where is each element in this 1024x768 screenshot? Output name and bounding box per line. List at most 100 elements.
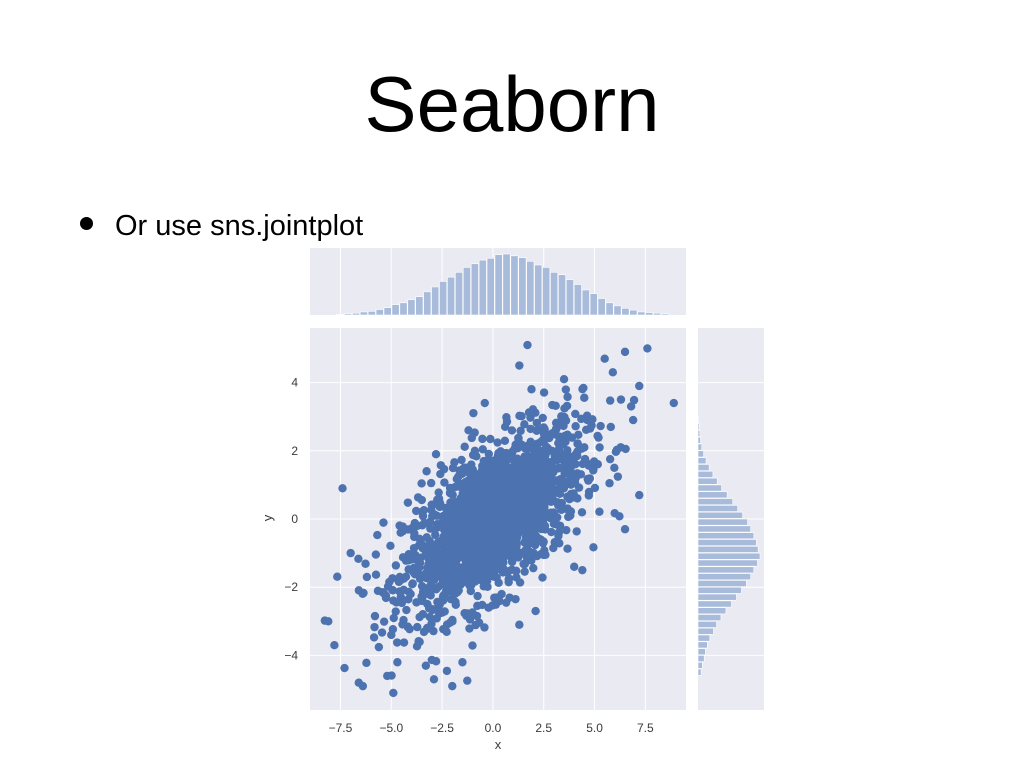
scatter-point [491, 532, 500, 541]
y-histogram-bar [697, 450, 704, 458]
y-tick-label: −4 [284, 648, 298, 662]
y-histogram-bar [697, 443, 703, 451]
scatter-point [408, 579, 417, 589]
x-histogram-bar [351, 312, 360, 316]
scatter-point [391, 607, 400, 616]
scatter-point [478, 445, 487, 454]
scatter-point [507, 557, 517, 567]
x-histogram-bar [581, 289, 590, 316]
scatter-point [499, 476, 508, 486]
scatter-point [487, 476, 497, 486]
scatter-point [628, 415, 638, 425]
scatter-point [373, 586, 383, 596]
x-histogram-bar [510, 255, 519, 316]
scatter-point [502, 413, 511, 422]
scatter-point [600, 354, 609, 363]
scatter-point [538, 413, 547, 423]
scatter-point [472, 611, 482, 621]
y-histogram-bar [697, 641, 708, 649]
scatter-point [369, 633, 379, 642]
scatter-point [488, 601, 497, 610]
scatter-point [505, 454, 514, 463]
scatter-point [577, 414, 586, 424]
scatter-point [486, 434, 495, 444]
scatter-point [492, 466, 502, 476]
scatter-point [470, 511, 479, 520]
scatter-point [421, 661, 431, 670]
scatter-point [405, 624, 414, 634]
scatter-point [584, 491, 594, 500]
scatter-point [596, 421, 605, 431]
scatter-point [608, 368, 618, 377]
scatter-point [669, 398, 679, 408]
scatter-point [522, 553, 532, 563]
x-histogram-bar [431, 286, 440, 316]
scatter-point [370, 622, 379, 632]
scatter-point [519, 509, 528, 518]
scatter-point [525, 531, 535, 541]
scatter-point [509, 527, 518, 536]
scatter-point [399, 638, 409, 647]
scatter-point [529, 463, 538, 472]
scatter-point [495, 544, 505, 553]
scatter-point [501, 598, 511, 607]
scatter-point [516, 498, 525, 508]
scatter-point [577, 508, 587, 517]
scatter-point [470, 565, 479, 574]
scatter-point [494, 551, 504, 560]
scatter-point [415, 558, 425, 568]
scatter-point [547, 527, 556, 537]
scatter-point [457, 455, 466, 465]
scatter-point [433, 538, 443, 547]
scatter-point [527, 385, 536, 394]
y-histogram-bar [697, 621, 717, 628]
scatter-point [546, 510, 556, 520]
scatter-point [426, 524, 435, 533]
scatter-point [548, 400, 557, 410]
scatter-point [531, 531, 541, 541]
y-histogram-bar [697, 566, 755, 574]
scatter-point [443, 511, 453, 520]
scatter-point [415, 612, 424, 622]
scatter-point [458, 574, 467, 583]
scatter-point [461, 526, 471, 536]
scatter-point [425, 604, 434, 613]
scatter-point [464, 426, 473, 435]
scatter-point [580, 393, 589, 402]
scatter-point [451, 600, 461, 610]
scatter-point [473, 591, 482, 601]
y-histogram-bar [697, 552, 761, 560]
scatter-point [482, 552, 492, 561]
x-histogram-bar [359, 311, 368, 316]
scatter-point [507, 426, 517, 435]
scatter-point [454, 506, 463, 515]
scatter-point [443, 571, 452, 580]
scatter-point [431, 530, 440, 540]
scatter-point [481, 522, 490, 531]
scatter-point [402, 605, 411, 615]
scatter-point [563, 505, 572, 514]
scatter-point [536, 479, 546, 488]
scatter-point [554, 531, 563, 541]
scatter-point [520, 538, 529, 547]
scatter-point [473, 601, 482, 611]
x-histogram-bar [478, 259, 487, 316]
scatter-point [523, 451, 532, 460]
scatter-point [442, 504, 451, 514]
scatter-point [555, 521, 565, 530]
scatter-point [393, 658, 402, 667]
scatter-point [500, 460, 509, 470]
scatter-point [465, 615, 475, 624]
y-histogram-bar [697, 586, 742, 594]
scatter-point [478, 434, 487, 444]
y-histogram-bar [697, 627, 714, 635]
scatter-point [477, 484, 487, 494]
scatter-point [571, 422, 580, 431]
scatter-point [439, 624, 448, 634]
scatter-point [561, 434, 570, 443]
x-histogram-bar [597, 298, 606, 316]
scatter-point [635, 381, 644, 391]
scatter-point [333, 572, 342, 581]
scatter-point [456, 549, 465, 559]
scatter-point [514, 437, 523, 446]
